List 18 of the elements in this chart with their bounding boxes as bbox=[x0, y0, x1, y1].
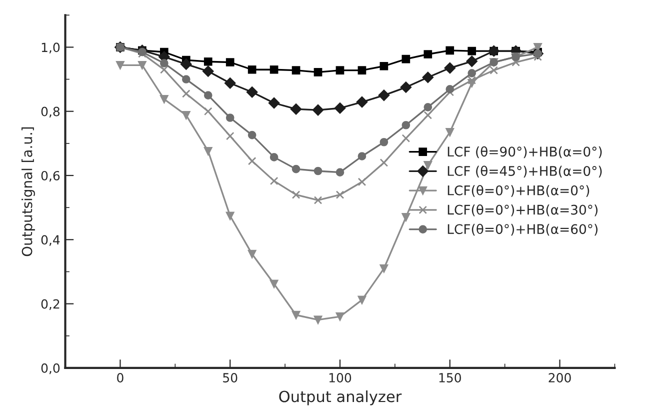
x-tick-label: 50 bbox=[223, 373, 238, 382]
legend-label: LCF (θ=90°)+HB(α=0°) bbox=[448, 146, 602, 158]
legend-label: LCF(θ=0°)+HB(α=30°) bbox=[448, 204, 598, 216]
x-axis-title: Output analyzer bbox=[279, 390, 402, 406]
y-axis-title: Outputsignal [a.u.] bbox=[22, 127, 35, 256]
legend-label: LCF(θ=0°)+HB(α=60°) bbox=[448, 224, 598, 236]
y-tick-label: 0,0 bbox=[41, 363, 60, 374]
y-tick-label: 0,8 bbox=[41, 106, 60, 118]
legend-label: LCF(θ=0°)+HB(α=0°) bbox=[448, 185, 590, 197]
x-tick-label: 150 bbox=[439, 373, 461, 382]
x-tick-label: 100 bbox=[329, 373, 352, 382]
x-tick-label: 200 bbox=[548, 373, 571, 382]
legend-label: LCF (θ=45°)+HB(α=0°) bbox=[448, 166, 602, 178]
y-tick-label: 0,4 bbox=[41, 235, 60, 246]
y-tick-label: 0,2 bbox=[41, 299, 60, 310]
y-tick-label: 0,6 bbox=[41, 170, 60, 182]
x-tick-label: 0 bbox=[117, 373, 124, 382]
y-tick-label: 1,0 bbox=[42, 42, 60, 54]
